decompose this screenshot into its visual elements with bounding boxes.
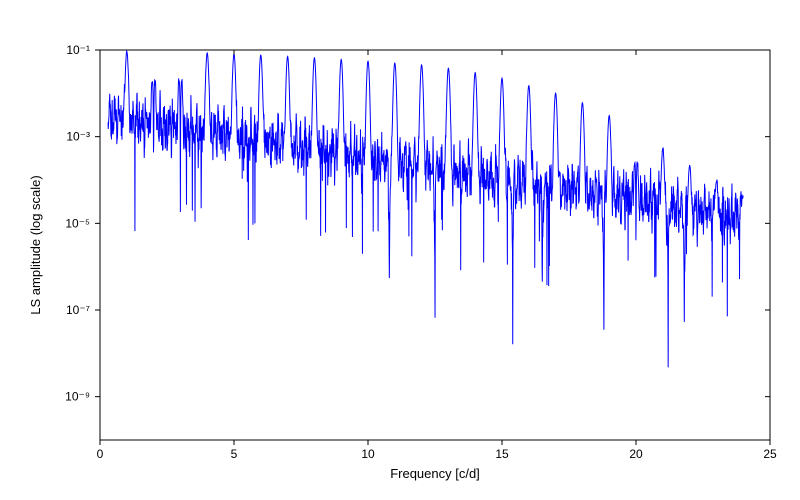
chart-svg: 0 5 10 15 20 25 10⁻⁹ 10⁻⁷ 10⁻⁵ 10⁻³ 10⁻¹ Frequency … (0, 0, 800, 500)
y-tick-label: 10⁻¹ (66, 43, 90, 57)
periodogram-line (108, 51, 743, 367)
x-axis-label: Frequency [c/d] (390, 466, 480, 481)
x-tick-label: 25 (763, 447, 777, 461)
x-tick-label: 5 (231, 447, 238, 461)
y-tick-label: 10⁻⁹ (65, 390, 90, 404)
x-tick-label: 20 (629, 447, 643, 461)
x-tick-label: 15 (495, 447, 509, 461)
periodogram-chart: 0 5 10 15 20 25 10⁻⁹ 10⁻⁷ 10⁻⁵ 10⁻³ 10⁻¹ Frequency … (0, 0, 800, 500)
x-tick-label: 0 (97, 447, 104, 461)
y-axis-label: LS amplitude (log scale) (28, 175, 43, 314)
y-tick-label: 10⁻³ (66, 130, 90, 144)
y-tick-label: 10⁻⁵ (65, 216, 90, 230)
x-tick-label: 10 (361, 447, 375, 461)
y-tick-label: 10⁻⁷ (66, 303, 90, 317)
